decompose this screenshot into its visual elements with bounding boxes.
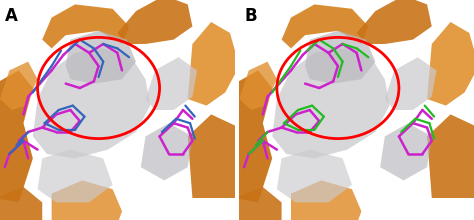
Polygon shape	[33, 48, 150, 158]
Text: B: B	[244, 7, 256, 25]
Polygon shape	[141, 123, 192, 180]
Polygon shape	[282, 4, 368, 48]
Polygon shape	[427, 114, 474, 198]
Polygon shape	[356, 0, 432, 44]
Polygon shape	[37, 150, 113, 202]
Polygon shape	[118, 0, 192, 44]
Polygon shape	[0, 187, 42, 220]
Polygon shape	[0, 62, 37, 110]
Polygon shape	[235, 70, 272, 202]
Polygon shape	[42, 4, 129, 48]
Polygon shape	[272, 48, 390, 158]
Polygon shape	[277, 150, 352, 202]
Polygon shape	[146, 57, 197, 110]
Polygon shape	[0, 70, 33, 202]
Polygon shape	[52, 180, 122, 220]
Polygon shape	[239, 62, 277, 110]
Polygon shape	[291, 180, 361, 220]
Polygon shape	[188, 22, 239, 106]
Polygon shape	[66, 31, 136, 84]
Polygon shape	[380, 123, 432, 180]
Polygon shape	[427, 22, 474, 106]
Polygon shape	[188, 114, 239, 198]
Polygon shape	[385, 57, 437, 110]
Polygon shape	[305, 31, 375, 84]
Polygon shape	[235, 187, 282, 220]
Text: A: A	[5, 7, 18, 25]
